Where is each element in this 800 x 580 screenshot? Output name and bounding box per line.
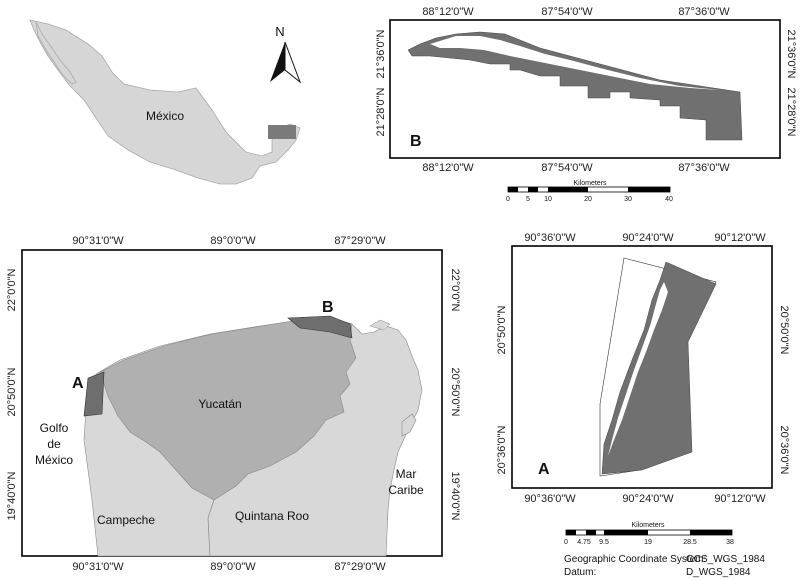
map-b-right-lat-1: 21°36'0"N <box>785 30 797 79</box>
baja-california <box>35 21 77 85</box>
scale-bar-b-tick-0: 0 <box>506 196 510 203</box>
map-b-top-lon-1: 88°12'0"W <box>422 6 474 18</box>
scale-bar-a-tick-1: 4.75 <box>577 539 591 546</box>
yucatan-state <box>99 317 357 501</box>
main-right-lat-2: 20°50'0"N <box>449 368 461 417</box>
map-a-top-lon-1: 90°36'0"W <box>524 232 576 244</box>
scale-bar-a-seg-4 <box>690 530 732 535</box>
north-arrow-left-half <box>270 42 285 82</box>
gcs-label: Geographic Coordinate System: <box>564 554 706 565</box>
scale-bar-a-title: Kilometers <box>631 522 665 529</box>
scale-bar-a-tick-3: 19 <box>644 539 652 546</box>
scale-bar-a-tick-2: 9.5 <box>599 539 609 546</box>
main-bottom-lon-1: 90°31'0"W <box>72 561 124 573</box>
cozumel-island <box>401 413 417 437</box>
scale-bar-a-seg-1 <box>566 530 576 535</box>
map-b-left-lat-2: 21°28'0"N <box>375 87 387 136</box>
scale-bar-b-seg-4 <box>628 187 670 192</box>
map-a-top-lon-2: 90°24'0"W <box>622 232 674 244</box>
scale-bar-b-seg-3 <box>548 187 588 192</box>
map-a-bottom-lon-3: 90°12'0"W <box>714 493 766 505</box>
scale-bar-a-tick-5: 38 <box>726 539 734 546</box>
north-arrow: N <box>270 24 302 84</box>
study-area-b <box>287 315 353 339</box>
coordinate-info: Geographic Coordinate System: GCS_WGS_19… <box>564 554 765 578</box>
scale-bar-b-tick-3: 20 <box>584 196 592 203</box>
scale-bar-b-tick-1: 5 <box>526 196 530 203</box>
label-yucatan: Yucatán <box>198 397 241 411</box>
main-right-lat-3: 19°40'0"N <box>449 472 461 521</box>
map-a-land <box>601 261 717 475</box>
datum-value: D_WGS_1984 <box>686 567 751 578</box>
map-b-top-lon-3: 87°36'0"W <box>678 6 730 18</box>
gcs-value: GCS_WGS_1984 <box>686 554 765 565</box>
label-golfo-2: de <box>47 437 61 451</box>
label-quintana-roo: Quintana Roo <box>235 509 309 523</box>
map-b-bottom-lon-3: 87°36'0"W <box>678 162 730 174</box>
label-golfo-1: Golfo <box>40 421 69 435</box>
scale-bar-b-seg-1 <box>508 187 518 192</box>
map-a-top-lon-3: 90°12'0"W <box>714 232 766 244</box>
map-b-right-lat-2: 21°28'0"N <box>785 88 797 137</box>
isla-mujeres <box>369 319 391 331</box>
scale-bar-b-title: Kilometers <box>573 180 607 187</box>
main-right-lat-1: 22°0'0"N <box>449 269 461 312</box>
scale-bar-b-tick-4: 30 <box>624 196 632 203</box>
north-arrow-right-half <box>284 41 302 84</box>
main-bottom-lon-2: 89°0'0"W <box>210 561 256 573</box>
mexico-label: México <box>146 109 184 123</box>
scale-bar-b: Kilometers 0 5 10 20 30 40 <box>506 180 673 203</box>
map-a-left-lat-1: 20°50'0"N <box>496 305 508 354</box>
label-golfo-3: México <box>35 453 73 467</box>
main-map-label-b: B <box>322 299 334 316</box>
main-top-lon-1: 90°31'0"W <box>72 235 124 247</box>
scale-bar-b-seg-2 <box>528 187 538 192</box>
north-arrow-label: N <box>275 24 284 39</box>
study-area-highlight <box>268 125 296 139</box>
map-b-coastline-shape <box>407 31 743 141</box>
campeche-qroo-boundary <box>207 499 215 557</box>
scale-bar-a-tick-4: 28.5 <box>683 539 697 546</box>
label-mar-2: Caribe <box>388 483 424 497</box>
map-b-left-lat-1: 21°36'0"N <box>375 29 387 78</box>
main-bottom-lon-3: 87°29'0"W <box>334 561 386 573</box>
map-a-left-lat-2: 20°36'0"N <box>496 425 508 474</box>
map-a-coast <box>608 282 668 456</box>
map-a-right-lat-1: 20°50'0"N <box>778 306 790 355</box>
map-b-label: B <box>410 133 422 150</box>
main-left-lat-3: 19°40'0"N <box>6 471 18 520</box>
map-b-bottom-lon-2: 87°54'0"W <box>541 162 593 174</box>
map-b-panel: B 88°12'0"W 87°54'0"W 87°36'0"W 88°12'0"… <box>375 6 797 174</box>
map-b-bottom-lon-1: 88°12'0"W <box>422 162 474 174</box>
main-top-lon-3: 87°29'0"W <box>334 235 386 247</box>
map-a-right-lat-2: 20°36'0"N <box>778 426 790 475</box>
map-a-bottom-lon-1: 90°36'0"W <box>524 493 576 505</box>
map-a-bottom-lon-2: 90°24'0"W <box>622 493 674 505</box>
main-top-lon-2: 89°0'0"W <box>210 235 256 247</box>
map-a-panel: A 90°36'0"W 90°24'0"W 90°12'0"W 90°36'0"… <box>496 232 790 505</box>
datum-label: Datum: <box>564 567 596 578</box>
scale-bar-a-seg-2 <box>586 530 596 535</box>
scale-bar-a-tick-0: 0 <box>564 539 568 546</box>
scale-bar-a: Kilometers 0 4.75 9.5 19 28.5 38 <box>564 522 734 546</box>
main-map-label-a: A <box>72 375 84 392</box>
main-map-panel: A B Yucatán Campeche Quintana Roo Golfo … <box>6 235 461 573</box>
map-b-lagoon <box>430 36 720 90</box>
label-mar-1: Mar <box>396 467 417 481</box>
scale-bar-b-tick-2: 10 <box>544 196 552 203</box>
main-left-lat-1: 22°0'0"N <box>6 269 18 312</box>
map-a-label: A <box>538 461 550 478</box>
study-area-a <box>83 371 105 417</box>
scale-bar-b-tick-5: 40 <box>665 196 673 203</box>
overview-map: México <box>29 19 301 185</box>
scale-bar-a-seg-3 <box>604 530 648 535</box>
mexico-outline <box>29 19 301 185</box>
map-b-top-lon-2: 87°54'0"W <box>541 6 593 18</box>
main-left-lat-2: 20°50'0"N <box>6 367 18 416</box>
label-campeche: Campeche <box>97 513 155 527</box>
